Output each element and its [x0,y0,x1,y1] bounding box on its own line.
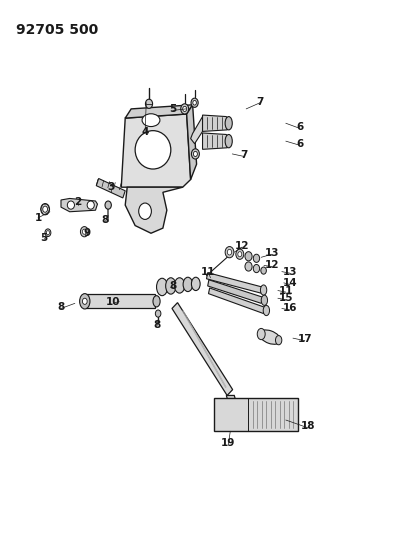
Ellipse shape [181,104,189,114]
Ellipse shape [83,229,86,235]
Ellipse shape [238,252,242,257]
Ellipse shape [87,201,94,209]
Text: 4: 4 [141,127,149,138]
Ellipse shape [81,227,88,237]
Polygon shape [121,114,191,187]
Text: 6: 6 [296,122,303,132]
Text: 15: 15 [278,293,293,303]
Ellipse shape [80,294,90,309]
Text: 3: 3 [108,182,115,192]
Text: 13: 13 [265,248,279,257]
Ellipse shape [155,310,161,317]
Ellipse shape [253,254,260,262]
Text: 12: 12 [265,261,279,270]
Bar [214,398,298,431]
Ellipse shape [191,98,198,107]
Text: 18: 18 [300,421,315,431]
Text: 13: 13 [282,266,297,277]
Polygon shape [202,133,229,149]
Ellipse shape [157,278,168,296]
Text: 6: 6 [296,139,303,149]
Ellipse shape [192,277,200,290]
Polygon shape [226,395,242,423]
Ellipse shape [153,296,160,307]
Text: 5: 5 [40,233,47,244]
Ellipse shape [142,114,160,126]
Polygon shape [61,198,97,212]
Ellipse shape [43,206,47,212]
Text: 10: 10 [106,297,121,308]
Polygon shape [96,179,125,198]
Text: 16: 16 [282,303,297,313]
Text: 8: 8 [57,302,64,312]
Text: 11: 11 [201,266,216,277]
Ellipse shape [45,229,51,237]
Text: 9: 9 [84,228,91,238]
Text: 92705 500: 92705 500 [16,23,98,37]
Ellipse shape [105,201,112,209]
Polygon shape [191,117,202,144]
Text: 17: 17 [297,334,312,344]
Text: 11: 11 [278,286,293,296]
Text: 5: 5 [169,104,176,114]
Ellipse shape [225,117,232,130]
Ellipse shape [253,264,260,273]
Ellipse shape [145,99,152,108]
Ellipse shape [193,100,197,105]
Ellipse shape [67,201,74,209]
Ellipse shape [245,252,252,261]
Text: 1: 1 [34,213,42,223]
Ellipse shape [166,278,176,294]
Text: 14: 14 [282,278,297,288]
Text: 8: 8 [153,320,161,330]
Polygon shape [206,273,262,293]
Polygon shape [125,105,192,118]
Ellipse shape [183,277,192,292]
Ellipse shape [225,134,232,148]
Ellipse shape [183,107,187,111]
Polygon shape [187,105,197,180]
Ellipse shape [46,231,50,235]
Text: 19: 19 [221,438,235,448]
Text: 2: 2 [74,197,81,206]
Ellipse shape [225,247,234,258]
Polygon shape [209,288,265,313]
Ellipse shape [41,204,50,215]
Ellipse shape [139,203,152,220]
Ellipse shape [193,151,197,157]
Ellipse shape [275,336,282,345]
Ellipse shape [261,285,267,295]
Ellipse shape [135,131,171,169]
Polygon shape [202,115,229,132]
Text: 12: 12 [235,241,249,251]
Ellipse shape [259,330,280,344]
Text: 7: 7 [240,150,248,160]
Polygon shape [208,280,263,303]
Polygon shape [172,303,233,395]
Polygon shape [125,187,183,233]
Ellipse shape [263,305,270,316]
Ellipse shape [192,149,199,159]
Ellipse shape [245,262,252,271]
Polygon shape [85,294,155,309]
Ellipse shape [236,249,244,260]
Ellipse shape [257,328,265,340]
Text: 7: 7 [256,96,264,107]
Ellipse shape [261,267,266,274]
Ellipse shape [83,298,87,304]
Text: 8: 8 [169,281,176,291]
Text: 8: 8 [102,215,109,225]
Ellipse shape [261,295,268,305]
Ellipse shape [174,278,185,293]
Ellipse shape [227,249,232,255]
